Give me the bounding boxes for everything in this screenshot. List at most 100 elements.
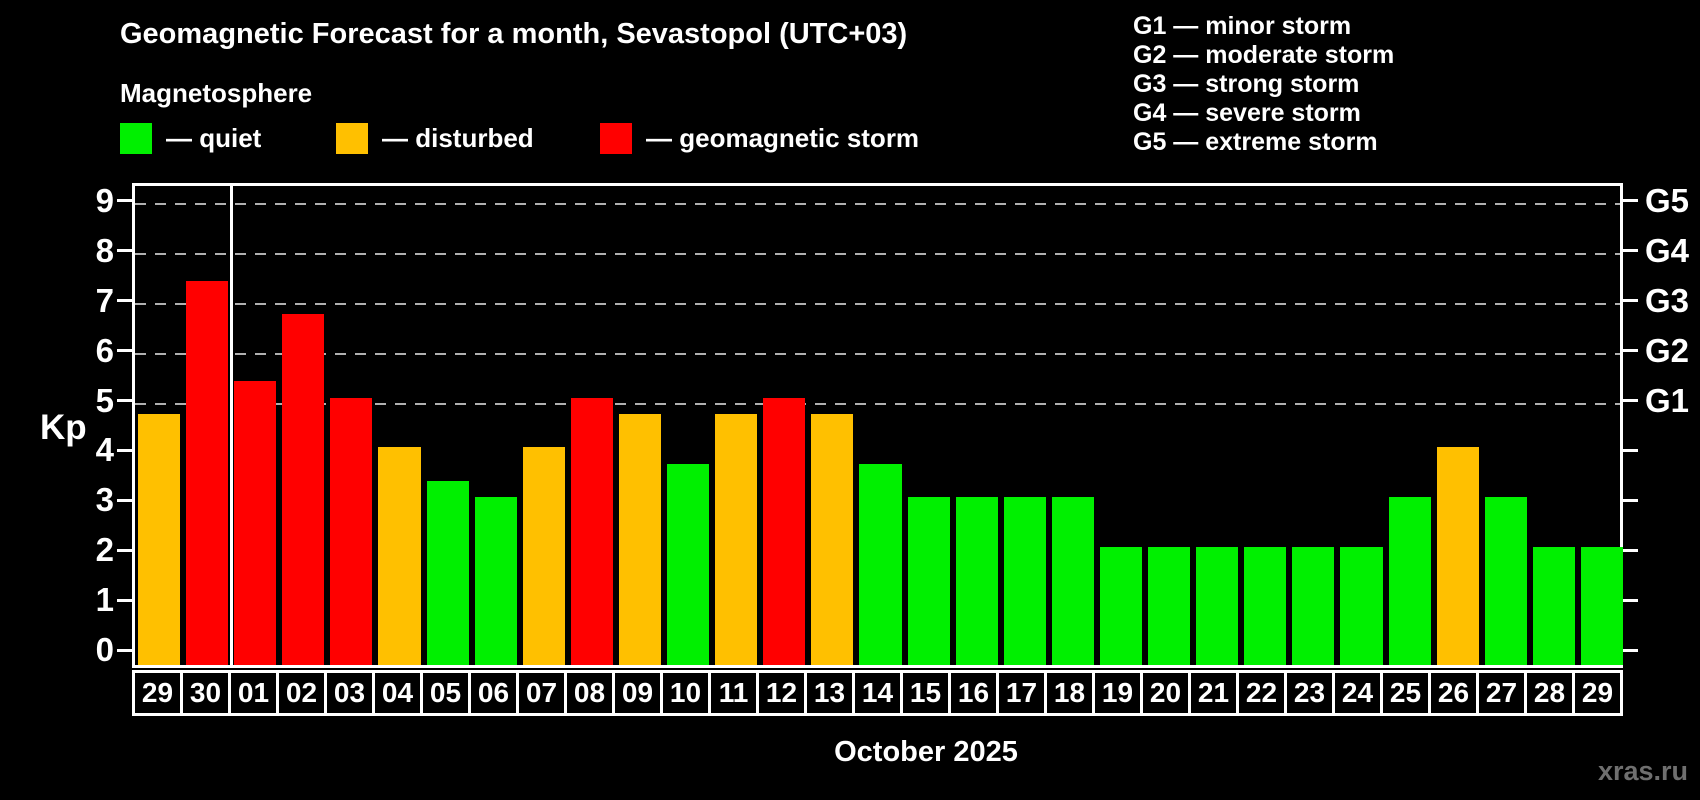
y-tick-7 xyxy=(117,299,132,303)
kp-bar-day-02 xyxy=(282,314,325,665)
g-level-label-g2: G2 xyxy=(1645,331,1690,369)
day-label-12: 12 xyxy=(756,673,804,713)
right-tick-3 xyxy=(1623,498,1638,502)
day-label-14: 14 xyxy=(852,673,900,713)
chart-title: Geomagnetic Forecast for a month, Sevast… xyxy=(120,18,908,50)
y-axis-title: Kp xyxy=(40,408,87,447)
y-tick-3 xyxy=(117,498,132,502)
y-tick-4 xyxy=(117,448,132,452)
kp-bar-day-12 xyxy=(763,397,806,665)
day-label-22: 22 xyxy=(1236,673,1284,713)
y-tick-9 xyxy=(117,199,132,203)
g-scale-legend-line: G5 — extreme storm xyxy=(1133,128,1378,156)
day-label-16: 16 xyxy=(948,673,996,713)
right-tick-2 xyxy=(1623,548,1638,552)
y-tick-label-3: 3 xyxy=(95,481,114,519)
day-label-24: 24 xyxy=(1332,673,1380,713)
gridline-kp-9 xyxy=(135,202,1620,205)
kp-bar-day-26 xyxy=(1436,447,1479,665)
legend-item-label: — geomagnetic storm xyxy=(646,122,920,153)
kp-bar-day-10 xyxy=(667,463,710,665)
right-tick-1 xyxy=(1623,598,1638,602)
day-label-05: 05 xyxy=(420,673,468,713)
y-tick-label-9: 9 xyxy=(95,181,114,219)
day-label-01: 01 xyxy=(228,673,276,713)
gridline-kp-8 xyxy=(135,252,1620,255)
day-label-30: 30 xyxy=(180,673,228,713)
right-tick-6 xyxy=(1623,349,1638,353)
y-tick-label-4: 4 xyxy=(95,431,114,469)
kp-bar-day-13 xyxy=(811,413,854,665)
x-axis-day-labels: 29 30 01 02 03 04 05 06 07 08 09 10 11 12 13 14 15 16 17 18… xyxy=(132,670,1623,716)
kp-bar-day-24 xyxy=(1340,547,1383,665)
day-label-07: 07 xyxy=(516,673,564,713)
kp-bar-day-27 xyxy=(1484,497,1527,665)
gridline-kp-5 xyxy=(135,402,1620,405)
kp-bar-day-21 xyxy=(1196,547,1239,665)
kp-bar-day-17 xyxy=(1003,497,1046,665)
day-label-28: 28 xyxy=(1524,673,1572,713)
kp-bar-day-03 xyxy=(330,397,373,665)
plot-area xyxy=(132,183,1623,668)
g-level-label-g5: G5 xyxy=(1645,181,1690,219)
day-label-13: 13 xyxy=(804,673,852,713)
legend-item-label: — quiet xyxy=(166,122,262,153)
kp-bar-day-23 xyxy=(1292,547,1335,665)
kp-bar-day-30 xyxy=(186,281,229,665)
right-tick-0 xyxy=(1623,648,1638,652)
y-tick-6 xyxy=(117,349,132,353)
kp-bar-day-08 xyxy=(570,397,613,665)
kp-bar-day-20 xyxy=(1148,547,1191,665)
month-boundary-line xyxy=(229,186,233,665)
right-tick-9 xyxy=(1623,199,1638,203)
day-label-29: 29 xyxy=(1572,673,1620,713)
quiet-color-swatch xyxy=(120,122,152,154)
day-label-20: 20 xyxy=(1140,673,1188,713)
month-label: October 2025 xyxy=(834,736,1018,768)
kp-bar-day-29 xyxy=(1580,547,1623,665)
day-label-03: 03 xyxy=(324,673,372,713)
y-tick-label-7: 7 xyxy=(95,281,114,319)
day-label-27: 27 xyxy=(1476,673,1524,713)
kp-bar-day-09 xyxy=(618,413,662,665)
day-label-23: 23 xyxy=(1284,673,1332,713)
day-label-29: 29 xyxy=(141,677,174,708)
legend-item-quiet: — quiet xyxy=(120,121,261,155)
g-scale-legend-line: G4 — severe storm xyxy=(1133,99,1361,127)
day-label-21: 21 xyxy=(1188,673,1236,713)
kp-status-legend: — quiet — disturbed — geomagnetic storm xyxy=(0,121,1100,155)
right-tick-7 xyxy=(1623,299,1638,303)
kp-bar-day-22 xyxy=(1244,547,1287,665)
kp-bar-day-07 xyxy=(522,447,565,665)
right-tick-8 xyxy=(1623,249,1638,253)
y-tick-label-6: 6 xyxy=(95,331,114,369)
day-label-26: 26 xyxy=(1428,673,1476,713)
gridline-kp-6 xyxy=(135,352,1620,355)
kp-bar-day-19 xyxy=(1099,547,1143,665)
day-label-10: 10 xyxy=(660,673,708,713)
legend-item-label: — disturbed xyxy=(382,122,534,153)
y-tick-5 xyxy=(117,399,132,402)
day-label-17: 17 xyxy=(996,673,1044,713)
watermark: xras.ru xyxy=(1597,756,1688,786)
right-tick-4 xyxy=(1623,448,1638,452)
day-label-25: 25 xyxy=(1380,673,1428,713)
g-level-label-g4: G4 xyxy=(1645,231,1690,269)
day-label-08: 08 xyxy=(564,673,612,713)
y-tick-0 xyxy=(117,648,132,652)
kp-bar-day-25 xyxy=(1388,497,1431,665)
kp-bar-day-14 xyxy=(859,463,902,665)
g-level-label-g1: G1 xyxy=(1645,381,1690,419)
storm-color-swatch xyxy=(600,122,632,154)
kp-bar-day-11 xyxy=(715,413,758,665)
y-tick-label-8: 8 xyxy=(95,231,114,269)
g-scale-legend-line: G2 — moderate storm xyxy=(1133,41,1395,69)
kp-bar-day-04 xyxy=(378,447,421,665)
gridline-kp-7 xyxy=(135,302,1620,305)
kp-bar-day-01 xyxy=(234,381,277,665)
legend-item-storm: — geomagnetic storm xyxy=(600,121,919,155)
y-tick-2 xyxy=(117,548,132,552)
day-label-11: 11 xyxy=(708,673,756,713)
kp-bar-day-06 xyxy=(474,497,517,665)
